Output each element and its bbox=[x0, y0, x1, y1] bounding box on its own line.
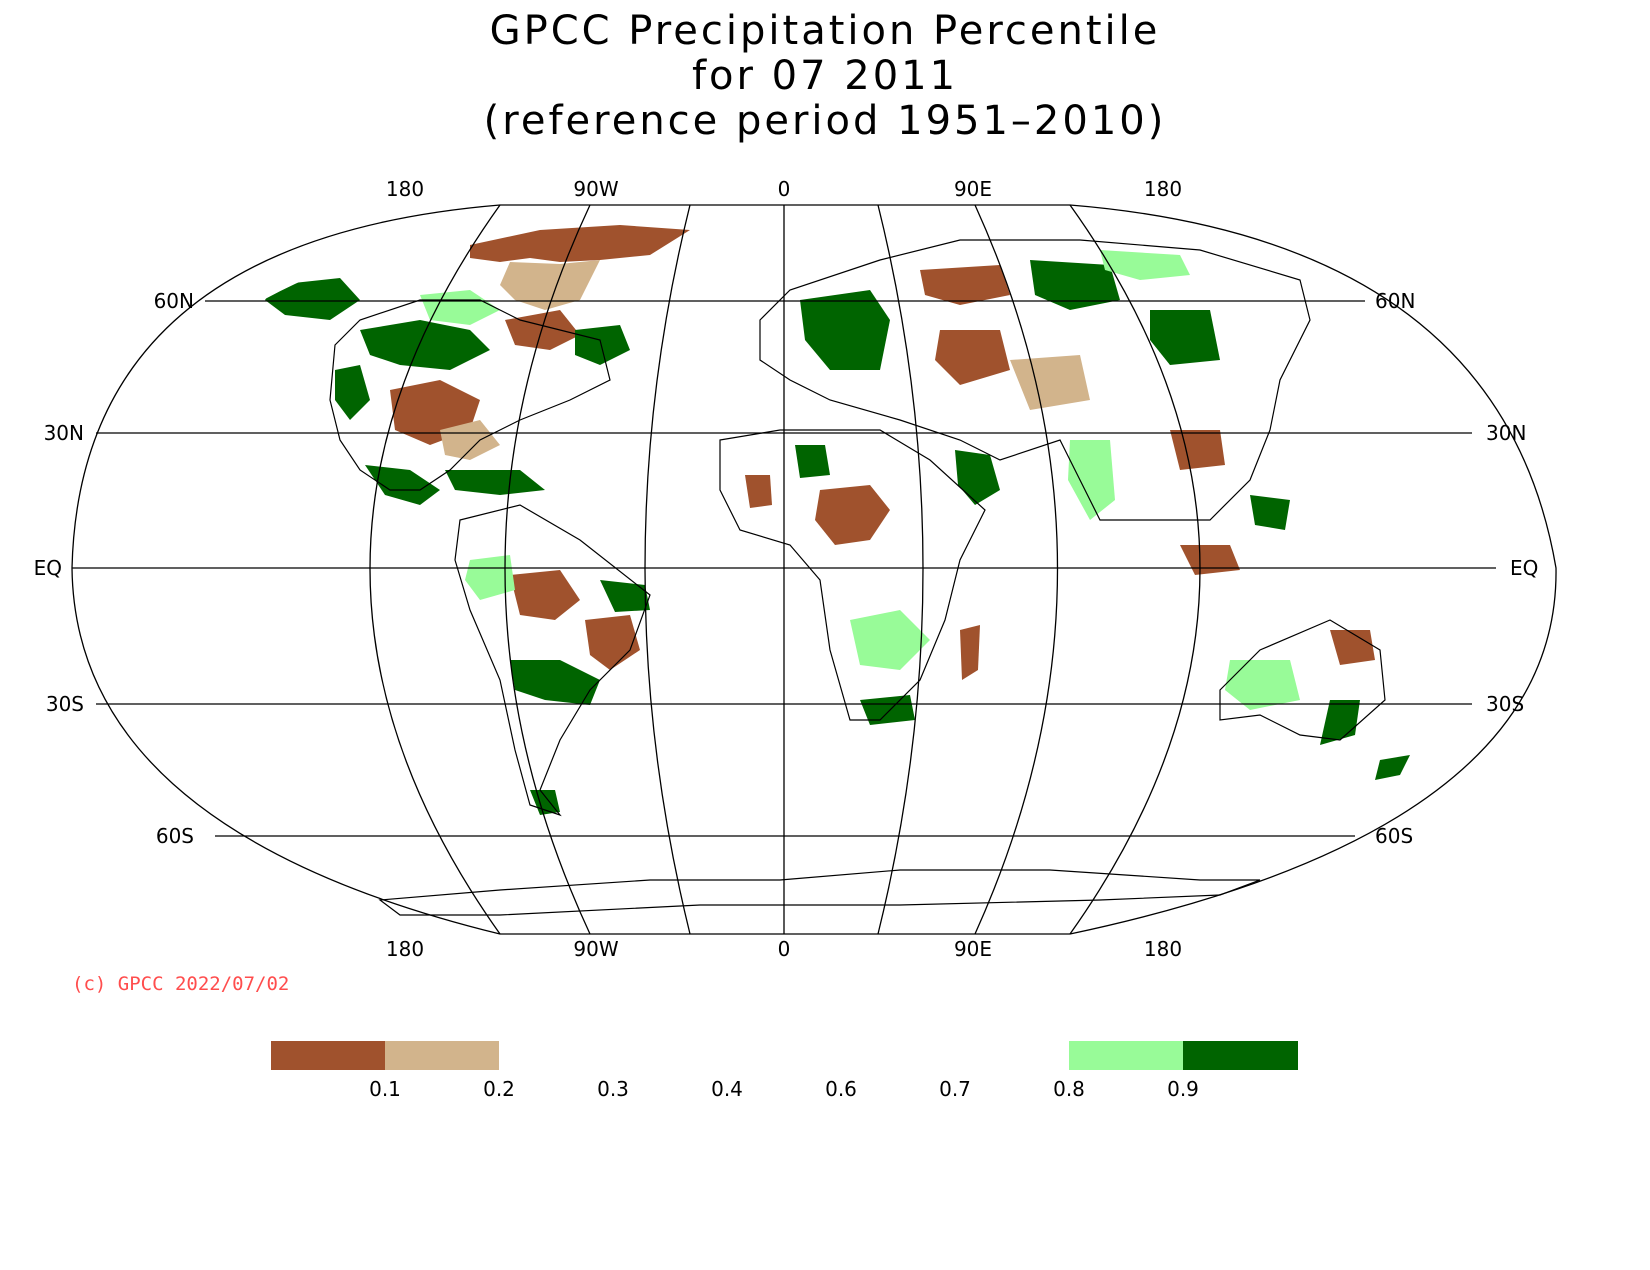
legend-swatch-very-dry bbox=[271, 1041, 385, 1070]
lat-label-left-eq: EQ bbox=[34, 556, 62, 580]
south-africa-wet-region bbox=[860, 695, 915, 725]
lon-label-bottom-180w: 180 bbox=[386, 937, 424, 961]
meridian-135w bbox=[369, 204, 501, 935]
us-moderate-region bbox=[440, 420, 500, 460]
lat-label-right-60s: 60S bbox=[1375, 824, 1413, 848]
china-dry-region bbox=[1170, 430, 1225, 470]
lat-label-left-60n: 60N bbox=[154, 289, 194, 313]
lon-label-bottom-0: 0 bbox=[778, 937, 791, 961]
meridian-45w bbox=[644, 204, 691, 935]
russia-dry-region bbox=[920, 265, 1010, 305]
lon-label-bottom-90e: 90E bbox=[954, 937, 992, 961]
lat-label-right-30n: 30N bbox=[1486, 421, 1526, 445]
brazil-wet-region bbox=[600, 580, 650, 612]
hudson-dry-region bbox=[505, 310, 580, 350]
indochina-dry-region bbox=[1180, 545, 1240, 575]
legend: 0.1 0.2 0.3 0.4 0.6 0.7 0.8 0.9 bbox=[271, 1041, 1298, 1101]
legend-tick-label: 0.4 bbox=[711, 1077, 743, 1101]
lon-label-top-180e: 180 bbox=[1144, 177, 1182, 201]
lon-label-bottom-180e: 180 bbox=[1144, 937, 1182, 961]
copyright-note: (c) GPCC 2022/07/02 bbox=[72, 973, 289, 995]
legend-tick-label: 0.1 bbox=[369, 1077, 401, 1101]
central-asia-moderate-region bbox=[1010, 355, 1090, 410]
meridian-90e bbox=[974, 204, 1059, 935]
southern-africa-moist-region bbox=[850, 610, 930, 670]
lat-label-right-30s: 30S bbox=[1486, 692, 1524, 716]
australia-east-wet-region bbox=[1320, 700, 1360, 745]
us-west-wet-region bbox=[335, 365, 370, 420]
lat-label-left-60s: 60S bbox=[156, 824, 194, 848]
mongolia-wet-region bbox=[1150, 310, 1220, 365]
patagonia-wet-region bbox=[530, 790, 560, 815]
legend-swatch-wet bbox=[1069, 1041, 1183, 1070]
legend-tick-label: 0.7 bbox=[939, 1077, 971, 1101]
amazon-moist-region bbox=[465, 555, 515, 600]
east-africa-wet-region bbox=[955, 450, 1000, 505]
caribbean-wet-region bbox=[445, 470, 545, 495]
legend-swatch-dry bbox=[385, 1041, 499, 1070]
siberia-wet-region bbox=[1030, 260, 1120, 310]
indonesia-wet-region bbox=[1250, 495, 1290, 530]
australia-dry-region bbox=[1330, 630, 1375, 665]
lat-label-left-30s: 30S bbox=[46, 692, 84, 716]
lon-label-top-180w: 180 bbox=[386, 177, 424, 201]
west-africa-dry-region bbox=[745, 475, 772, 508]
greenland-dry-region bbox=[470, 225, 690, 262]
legend-tick-label: 0.9 bbox=[1167, 1077, 1199, 1101]
mexico-wet-region bbox=[365, 465, 440, 505]
greenland-moderate-region bbox=[500, 260, 600, 310]
india-moist-region bbox=[1068, 440, 1115, 520]
lon-label-top-90w: 90W bbox=[573, 177, 618, 201]
title-line-2: for 07 2011 bbox=[692, 53, 958, 99]
sahel-dry-region bbox=[815, 485, 890, 545]
central-asia-dry-region bbox=[935, 330, 1010, 385]
legend-swatch-very-wet bbox=[1183, 1041, 1298, 1070]
data-cells bbox=[265, 225, 1410, 815]
siberia-moist-region bbox=[1100, 250, 1190, 280]
lon-label-bottom-90w: 90W bbox=[573, 937, 618, 961]
title-line-1: GPCC Precipitation Percentile bbox=[490, 8, 1161, 54]
meridian-90w bbox=[504, 204, 591, 935]
meridian-135e bbox=[1069, 204, 1201, 935]
coastlines bbox=[329, 239, 1386, 916]
canada-wet-region bbox=[360, 320, 490, 370]
new-zealand-wet-region bbox=[1375, 755, 1410, 780]
meridian-45e bbox=[877, 204, 924, 935]
lon-label-top-90e: 90E bbox=[954, 177, 992, 201]
pampas-wet-region bbox=[510, 660, 600, 705]
canada-moist-region bbox=[420, 290, 500, 325]
australia-moist-region bbox=[1225, 660, 1300, 710]
lat-label-right-eq: EQ bbox=[1510, 556, 1538, 580]
lon-label-top-0: 0 bbox=[778, 177, 791, 201]
lat-label-right-60n: 60N bbox=[1375, 289, 1415, 313]
graticule bbox=[71, 204, 1557, 935]
legend-tick-label: 0.2 bbox=[483, 1077, 515, 1101]
lat-label-left-30n: 30N bbox=[44, 421, 84, 445]
title-line-3: (reference period 1951–2010) bbox=[484, 98, 1167, 144]
amazon-dry-region bbox=[510, 570, 580, 620]
madagascar-dry-region bbox=[960, 625, 980, 680]
legend-tick-label: 0.6 bbox=[825, 1077, 857, 1101]
brazil-dry-region bbox=[585, 615, 640, 670]
east-canada-wet-region bbox=[575, 325, 630, 365]
legend-tick-label: 0.8 bbox=[1053, 1077, 1085, 1101]
sahara-wet-region bbox=[795, 445, 830, 478]
alaska-wet-region bbox=[265, 278, 360, 320]
europe-wet-region bbox=[800, 290, 890, 370]
legend-tick-label: 0.3 bbox=[597, 1077, 629, 1101]
